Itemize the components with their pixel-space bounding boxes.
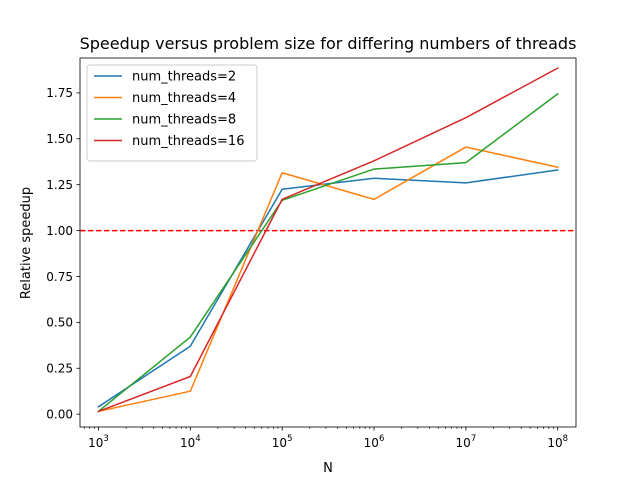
x-tick-label-5: 108	[547, 434, 568, 450]
axes-frame	[79, 57, 577, 428]
x-tick-label-base-5: 10	[547, 436, 562, 450]
y-axis: 0.00 0.25 0.50 0.75 1.00 1.25 1.50 1.75	[46, 86, 80, 421]
x-axis-label: N	[323, 461, 333, 476]
x-axis: 103 104 105 106 107 108	[83, 427, 568, 450]
y-tick-label-4: 1.00	[46, 224, 73, 238]
x-tick-label-base-3: 10	[364, 436, 379, 450]
legend-label-2: num_threads=8	[132, 113, 236, 128]
x-tick-label-exp-0: 3	[103, 434, 108, 444]
legend-box	[86, 64, 258, 162]
y-tick-label-7: 1.75	[46, 86, 73, 100]
x-tick-label-exp-5: 8	[563, 434, 568, 444]
y-tick-label-3: 0.75	[46, 270, 73, 284]
x-tick-label-exp-3: 6	[379, 434, 384, 444]
series-line-3	[97, 67, 559, 413]
x-tick-label-exp-4: 7	[471, 434, 476, 444]
x-tick-label-base-0: 10	[88, 436, 103, 450]
y-axis-label: Relative speedup	[19, 187, 34, 299]
x-tick-label-2: 105	[272, 434, 293, 450]
y-tick-label-6: 1.50	[46, 132, 73, 146]
y-tick-label-2: 0.50	[46, 316, 73, 330]
x-tick-label-0: 103	[88, 434, 109, 450]
y-tick-label-0: 0.00	[46, 407, 73, 421]
x-tick-label-1: 104	[180, 434, 201, 450]
y-tick-label-5: 1.25	[46, 178, 73, 192]
series-line-0	[97, 169, 559, 408]
series-line-2	[97, 92, 559, 413]
legend: num_threads=2 num_threads=4 num_threads=8n…	[86, 64, 258, 162]
y-tick-label-1: 0.25	[46, 362, 73, 376]
x-tick-label-4: 107	[456, 434, 477, 450]
legend-label-1: num_threads=4	[132, 91, 236, 106]
plot-area	[79, 57, 577, 428]
chart-title: Speedup versus problem size for differin…	[80, 34, 577, 53]
legend-label-0: num_threads=2	[132, 70, 236, 85]
x-tick-label-exp-2: 5	[287, 434, 292, 444]
x-tick-label-3: 106	[364, 434, 385, 450]
x-tick-label-exp-1: 4	[195, 434, 200, 444]
x-tick-label-base-2: 10	[272, 436, 287, 450]
legend-label-3: num_threads=16	[132, 134, 244, 149]
x-tick-label-base-4: 10	[456, 436, 471, 450]
x-tick-label-base-1: 10	[180, 436, 195, 450]
